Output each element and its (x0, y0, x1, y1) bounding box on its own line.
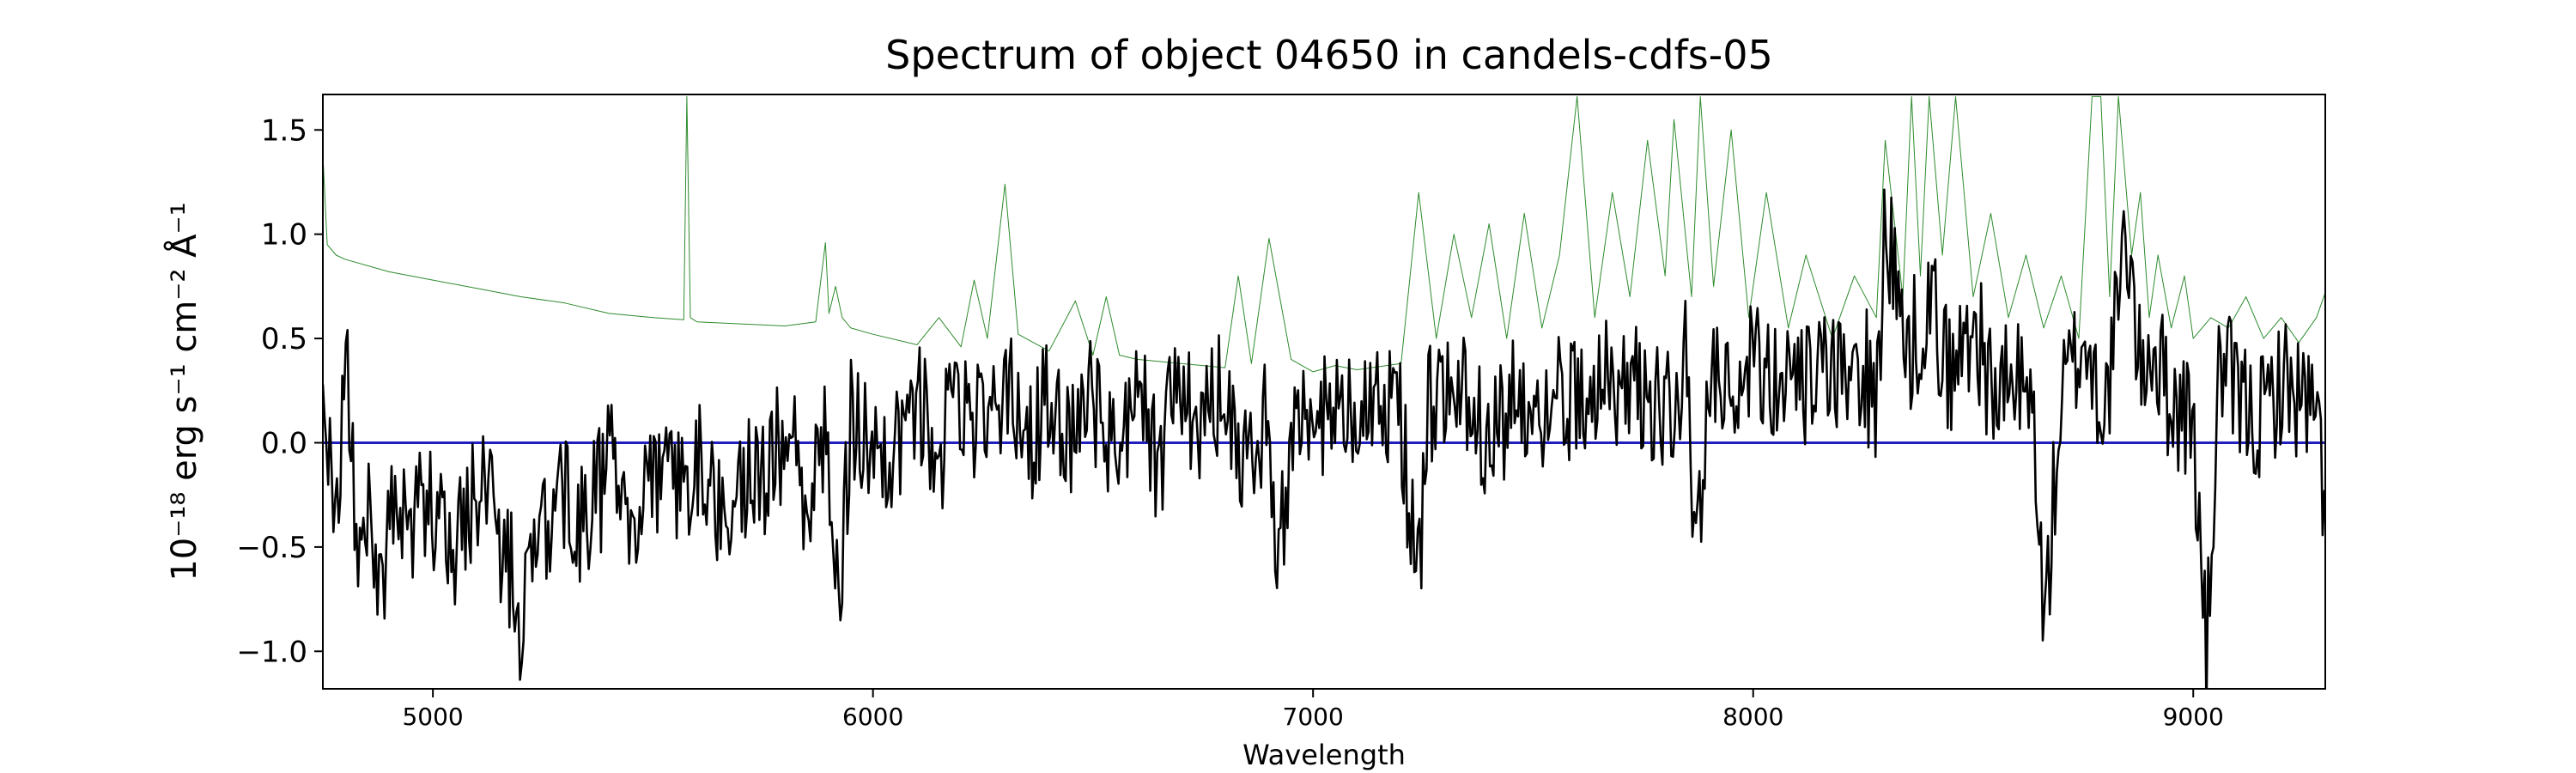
x-tick-label: 5000 (402, 703, 463, 731)
series-layer (323, 95, 2325, 689)
axes-frame (322, 94, 2326, 690)
y-axis-label: 10⁻¹⁸ erg s⁻¹ cm⁻² Å⁻¹ (163, 202, 204, 581)
y-tick-label: −1.0 (236, 635, 307, 669)
y-tick-label: 0.5 (261, 322, 307, 356)
y-tick-label: 1.5 (261, 113, 307, 148)
x-tick-label: 9000 (2163, 703, 2224, 731)
plot-area (322, 94, 2326, 690)
x-tick-label: 6000 (842, 703, 903, 731)
x-tick-label: 8000 (1722, 703, 1783, 731)
chart-title: Spectrum of object 04650 in candels-cdfs… (885, 32, 1773, 78)
y-tick-label: 1.0 (261, 218, 307, 253)
y-tick-label: −0.5 (236, 531, 307, 565)
x-axis-ticks: 5000 6000 7000 8000 9000 (402, 689, 2224, 731)
x-axis-label: Wavelength (1242, 739, 1406, 771)
series-line-2 (323, 188, 2325, 689)
y-tick-label: 0.0 (261, 426, 307, 460)
y-axis-ticks: −1.0 −0.5 0.0 0.5 1.0 1.5 (236, 113, 323, 669)
x-tick-label: 7000 (1283, 703, 1344, 731)
series-line-0 (323, 95, 2325, 373)
